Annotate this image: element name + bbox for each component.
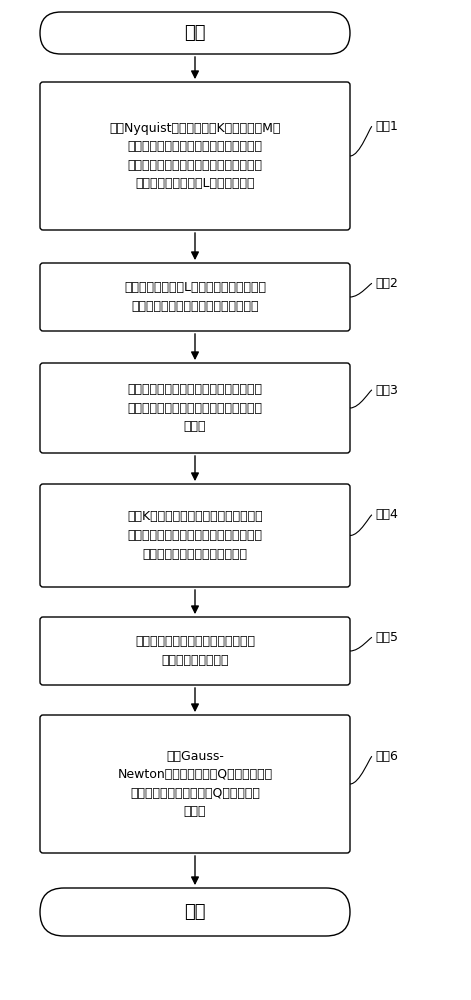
Text: 步骤5: 步骤5 <box>375 631 398 644</box>
FancyBboxPatch shape <box>40 888 350 936</box>
Text: 对每个时隙内的扩展协方差矩阵进行特征
值分解，计算并存储各个时隙内的噪声投
影矩阵: 对每个时隙内的扩展协方差矩阵进行特征 值分解，计算并存储各个时隙内的噪声投 影矩… <box>128 383 262 433</box>
FancyBboxPatch shape <box>40 363 350 453</box>
Text: 通过数学推演得到仅关于多目标位置
参数的数学优化模型: 通过数学推演得到仅关于多目标位置 参数的数学优化模型 <box>135 635 255 667</box>
Text: 步骤1: 步骤1 <box>375 120 398 133</box>
FancyBboxPatch shape <box>40 617 350 685</box>
Text: 开始: 开始 <box>184 24 206 42</box>
FancyBboxPatch shape <box>40 82 350 230</box>
Text: 步骤3: 步骤3 <box>375 383 398 396</box>
FancyBboxPatch shape <box>40 715 350 853</box>
FancyBboxPatch shape <box>40 263 350 331</box>
Text: 依据Nyquist采样定理，在K个时隙内从M通
道阵列天线接收系统采集目标辐射的无线
电信号数据，从而获得阵列信号时域数据
，每个时隙内均包含L个采集数据点: 依据Nyquist采样定理，在K个时隙内从M通 道阵列天线接收系统采集目标辐射的… <box>109 122 281 190</box>
FancyBboxPatch shape <box>40 484 350 587</box>
Text: 结束: 结束 <box>184 903 206 921</box>
Text: 基于每个时隙内的L个采集数据点，将时域
阵列矢量扩展，计算扩展的协方差矩阵: 基于每个时隙内的L个采集数据点，将时域 阵列矢量扩展，计算扩展的协方差矩阵 <box>124 281 266 313</box>
Text: 步骤4: 步骤4 <box>375 508 398 521</box>
Text: 步骤6: 步骤6 <box>375 750 398 763</box>
Text: 提出Gauss-
Newton迭代算法，利用Q个目标位置的
粗估初始值，依次实现对Q个目标的精
确定位: 提出Gauss- Newton迭代算法，利用Q个目标位置的 粗估初始值，依次实现… <box>117 750 273 818</box>
FancyBboxPatch shape <box>40 12 350 54</box>
Text: 步骤2: 步骤2 <box>375 277 398 290</box>
Text: 利用K个时隙内的噪声投影矩阵，根据子
空间正交准则，建立联合估计多目标位置
参数和非圆相角参数的目标函数: 利用K个时隙内的噪声投影矩阵，根据子 空间正交准则，建立联合估计多目标位置 参数… <box>127 510 263 560</box>
